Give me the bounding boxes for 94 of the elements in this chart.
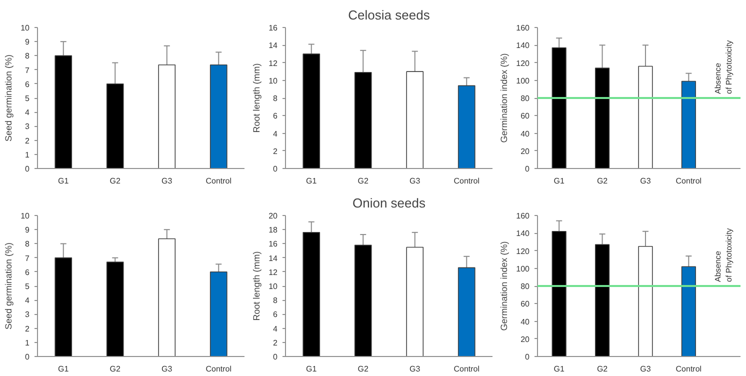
y-tick-label: 6 [25, 80, 30, 89]
y-tick-label: 2 [273, 338, 278, 348]
y-tick-label: 14 [268, 254, 278, 263]
y-tick-label: 0 [525, 164, 530, 174]
ref-line-label: Absence of Phytotoxicity [714, 228, 734, 282]
x-tick-label: Control [676, 364, 702, 374]
y-tick-label: 16 [268, 240, 278, 249]
y-tick-label: 9 [25, 38, 30, 47]
y-tick-label: 2 [25, 324, 30, 334]
x-tick-label: G3 [640, 176, 652, 186]
chart-title: Celosia seeds [348, 8, 430, 22]
y-tick-label: 5 [25, 282, 30, 291]
y-tick-label: 10 [268, 76, 278, 86]
y-tick-label: 20 [268, 212, 278, 220]
y-tick-label: 0 [25, 164, 30, 174]
y-tick-label: 60 [520, 112, 530, 121]
x-tick-label: G3 [410, 364, 421, 374]
ref-line-label: Absence of Phytotoxicity [714, 40, 734, 94]
y-tick-label: 10 [268, 282, 278, 291]
y-tick-label: 2 [25, 136, 30, 146]
x-tick-label: G3 [162, 176, 173, 186]
y-axis-title: Germination index (%) [499, 241, 510, 331]
y-tick-label: 2 [273, 146, 278, 156]
y-tick-label: 160 [516, 24, 530, 32]
y-tick-label: 100 [516, 264, 530, 274]
x-tick-label: G2 [110, 176, 122, 186]
y-tick-label: 40 [520, 317, 530, 326]
x-tick-label: G1 [58, 176, 70, 186]
x-tick-label: Control [676, 176, 702, 186]
y-tick-label: 7 [25, 254, 30, 263]
y-tick-label: 4 [25, 108, 30, 118]
x-tick-label: Control [454, 364, 480, 374]
y-axis-title: Root length (mm) [252, 251, 262, 321]
y-tick-label: 14 [268, 41, 278, 50]
y-tick-label: 80 [520, 94, 530, 103]
y-tick-label: 3 [25, 122, 30, 132]
x-tick-label: Control [206, 176, 232, 186]
y-tick-label: 9 [25, 226, 30, 235]
y-tick-label: 8 [273, 94, 278, 103]
y-tick-label: 8 [25, 52, 30, 61]
x-tick-label: G2 [596, 176, 608, 186]
y-tick-label: 12 [268, 58, 278, 68]
x-tick-label: G1 [306, 176, 318, 186]
x-tick-label: Control [206, 364, 232, 374]
y-tick-label: 6 [25, 268, 30, 277]
y-tick-label: 120 [516, 58, 530, 68]
y-tick-label: 4 [25, 296, 30, 306]
y-tick-label: 6 [273, 310, 278, 320]
y-tick-label: 20 [520, 146, 530, 156]
y-tick-label: 3 [25, 310, 30, 320]
y-axis-title: Root length (mm) [252, 63, 262, 133]
y-tick-label: 18 [268, 226, 278, 235]
y-tick-label: 4 [273, 129, 278, 138]
x-tick-label: G2 [596, 364, 608, 374]
y-tick-label: 6 [273, 112, 278, 121]
x-tick-label: G3 [640, 364, 652, 374]
y-tick-label: 20 [520, 334, 530, 344]
y-tick-label: 140 [516, 41, 530, 50]
y-tick-label: 10 [20, 212, 30, 220]
y-tick-label: 80 [520, 282, 530, 291]
x-tick-label: G1 [306, 364, 318, 374]
x-tick-label: G1 [554, 364, 565, 374]
y-tick-label: 12 [268, 268, 278, 277]
y-tick-label: 100 [516, 76, 530, 86]
y-tick-label: 5 [25, 94, 30, 103]
y-axis-title: Seed germination (%) [4, 54, 14, 142]
x-tick-label: G1 [58, 364, 70, 374]
y-tick-label: 1 [25, 338, 30, 348]
y-tick-label: 8 [25, 240, 30, 249]
x-tick-label: G3 [162, 364, 173, 374]
y-tick-label: 7 [25, 66, 30, 75]
x-tick-label: G1 [554, 176, 565, 186]
y-tick-label: 140 [516, 229, 530, 238]
y-tick-label: 0 [273, 352, 278, 362]
y-tick-label: 160 [516, 212, 530, 220]
x-tick-label: Control [454, 176, 480, 186]
y-axis-title: Seed germination (%) [4, 242, 14, 330]
x-tick-label: G3 [410, 176, 421, 186]
x-tick-label: G2 [358, 176, 370, 186]
y-tick-label: 120 [516, 246, 530, 256]
x-tick-label: G2 [358, 364, 370, 374]
y-tick-label: 10 [20, 24, 30, 32]
y-tick-label: 0 [273, 164, 278, 174]
y-tick-label: 4 [273, 324, 278, 334]
y-tick-label: 60 [520, 300, 530, 309]
chart-title: Onion seeds [352, 196, 426, 210]
y-tick-label: 40 [520, 129, 530, 138]
y-tick-label: 0 [525, 352, 530, 362]
y-tick-label: 8 [273, 296, 278, 306]
y-tick-label: 1 [25, 150, 30, 160]
y-tick-label: 16 [268, 24, 278, 32]
y-axis-title: Germination index (%) [499, 53, 510, 143]
x-tick-label: G2 [110, 364, 122, 374]
y-tick-label: 0 [25, 352, 30, 362]
